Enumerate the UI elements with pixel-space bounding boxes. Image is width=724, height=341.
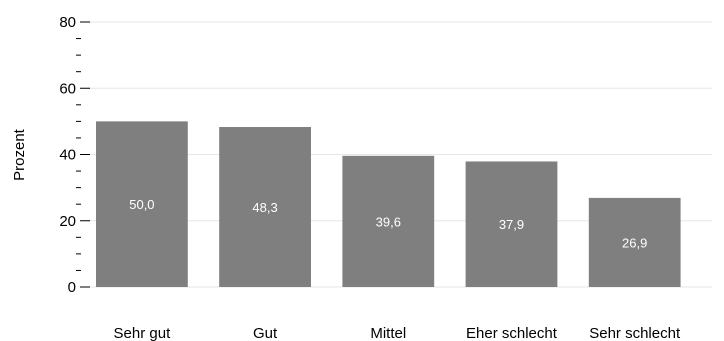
bar: [342, 155, 435, 287]
y-axis-title: Prozent: [11, 128, 28, 181]
labels: 0 20 40 60 80 50,0 Sehr gut 48,3 Gut 39,6 Mittel 37…: [59, 14, 681, 341]
bar-data-label: 39,6: [376, 214, 401, 229]
x-category-label: Eher schlecht: [466, 325, 558, 341]
y-tick-label: 80: [59, 14, 76, 31]
bar-data-label: 50,0: [129, 197, 154, 212]
y-tick-label: 20: [59, 213, 76, 230]
y-tick-label: 0: [68, 279, 76, 296]
x-category-label: Mittel: [370, 325, 406, 341]
x-category-label: Sehr schlecht: [589, 325, 681, 341]
bar-data-label: 26,9: [622, 235, 647, 250]
bar: [465, 161, 558, 287]
bar: [96, 121, 188, 287]
bar: [588, 197, 681, 287]
x-category-label: Gut: [253, 325, 278, 341]
y-tick-label: 40: [59, 147, 76, 164]
y-axis: [76, 21, 90, 288]
x-category-label: Sehr gut: [114, 325, 172, 341]
bar-data-label: 48,3: [252, 200, 277, 215]
bar: [219, 127, 311, 287]
bar-data-label: 37,9: [499, 217, 524, 232]
bars: [96, 121, 681, 287]
y-tick-label: 60: [59, 80, 76, 97]
